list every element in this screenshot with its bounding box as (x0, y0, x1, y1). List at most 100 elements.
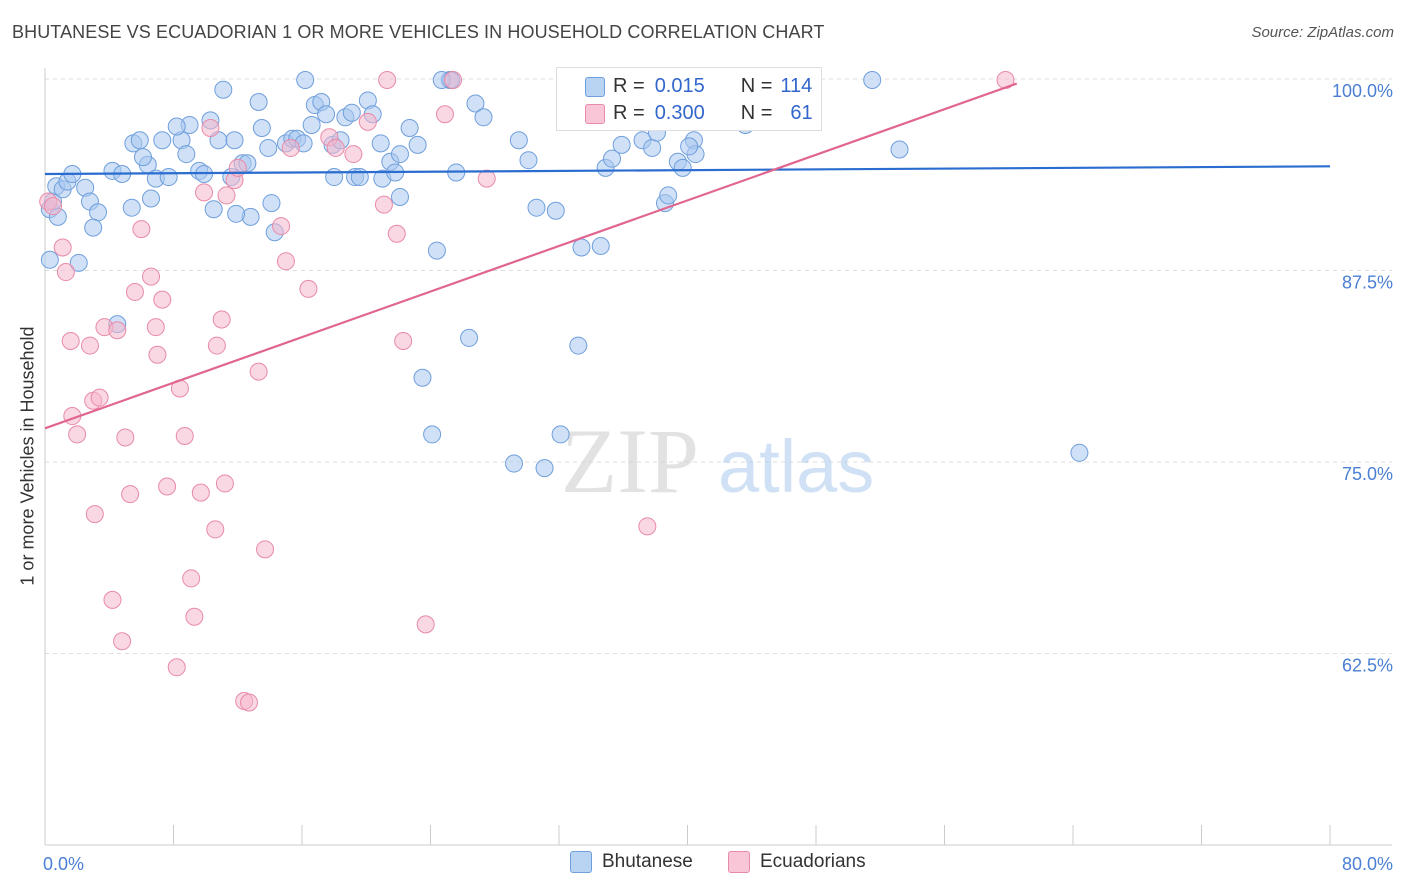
trendline-ecuadorians (44, 82, 1018, 430)
legend-r-label: R = (613, 101, 645, 124)
point-ecuadorian (90, 388, 109, 407)
point-bhutanese (227, 204, 246, 223)
point-bhutanese (371, 134, 390, 153)
point-ecuadorian (378, 71, 397, 89)
point-ecuadorian (113, 632, 132, 651)
y-axis-label: 1 or more Vehicles in Household (17, 326, 38, 586)
legend-row-ecuadorians: R = 0.300 N = 61 (613, 100, 813, 126)
point-bhutanese (527, 198, 546, 217)
legend-swatch-ecuadorians (585, 104, 605, 124)
point-bhutanese (519, 151, 538, 170)
point-bhutanese (133, 148, 152, 167)
point-bhutanese (390, 187, 409, 206)
point-bhutanese (460, 328, 479, 347)
watermark-atlas: atlas (718, 425, 874, 508)
point-ecuadorian (387, 224, 406, 243)
legend-label: Ecuadorians (760, 851, 866, 872)
point-bhutanese (259, 138, 278, 157)
point-bhutanese (40, 250, 59, 269)
point-bhutanese (413, 368, 432, 387)
point-ecuadorian (435, 105, 454, 124)
point-ecuadorian (125, 282, 144, 301)
point-ecuadorian (249, 362, 268, 381)
point-ecuadorian (217, 186, 236, 205)
y-tick-label: 62.5% (1342, 656, 1393, 676)
point-bhutanese (863, 71, 882, 89)
point-ecuadorian (148, 345, 167, 364)
legend-row-bhutanese: R = 0.015 N = 114 (613, 73, 812, 99)
point-bhutanese (603, 149, 622, 168)
point-ecuadorian (195, 183, 214, 202)
point-bhutanese (890, 140, 909, 159)
legend-swatch (570, 851, 592, 873)
point-ecuadorian (344, 145, 363, 164)
point-ecuadorian (239, 693, 258, 712)
point-bhutanese (153, 131, 172, 150)
legend-r-value: 0.015 (654, 74, 705, 97)
point-ecuadorian (44, 197, 63, 216)
point-bhutanese (214, 80, 233, 99)
point-bhutanese (643, 138, 662, 157)
point-ecuadorian (212, 310, 231, 329)
point-ecuadorian (374, 195, 393, 214)
legend-n-label: N = (740, 101, 773, 124)
point-ecuadorian (175, 426, 194, 445)
point-bhutanese (249, 92, 268, 111)
grid-layer (45, 78, 1392, 654)
points-layer (39, 71, 1089, 712)
point-bhutanese (296, 71, 315, 89)
x-tick-label: 0.0% (43, 854, 84, 874)
point-bhutanese (591, 236, 610, 255)
point-ecuadorian (326, 138, 345, 157)
point-ecuadorian (185, 607, 204, 626)
legend-r-label: R = (613, 74, 645, 97)
point-ecuadorian (116, 428, 135, 447)
point-ecuadorian (394, 331, 413, 350)
point-ecuadorian (207, 336, 226, 355)
point-bhutanese (466, 94, 485, 113)
point-ecuadorian (416, 615, 435, 634)
point-ecuadorian (182, 569, 201, 588)
point-ecuadorian (215, 474, 234, 493)
point-bhutanese (1070, 443, 1089, 462)
point-ecuadorian (638, 517, 657, 536)
point-ecuadorian (61, 331, 80, 350)
point-bhutanese (390, 145, 409, 164)
watermark: ZIP atlas (561, 410, 874, 512)
point-bhutanese (130, 131, 149, 150)
legend-r-value: 0.300 (654, 101, 705, 124)
point-bhutanese (659, 186, 678, 205)
trend-layer (44, 82, 1331, 430)
point-bhutanese (167, 117, 186, 136)
point-ecuadorian (158, 477, 177, 496)
point-bhutanese (474, 108, 493, 127)
point-bhutanese (342, 103, 361, 122)
point-bhutanese (122, 198, 141, 217)
legend-swatch (728, 851, 750, 873)
point-bhutanese (408, 135, 427, 154)
point-ecuadorian (201, 119, 220, 138)
point-bhutanese (569, 336, 588, 355)
point-bhutanese (89, 203, 108, 222)
point-bhutanese (84, 218, 103, 237)
legend-n-label: N = (740, 74, 773, 97)
legend-swatch-bhutanese (585, 77, 605, 97)
point-ecuadorian (108, 321, 127, 340)
tick-label-layer: 62.5% 75.0% 87.5% 100.0% 0.0% 80.0% (43, 81, 1393, 874)
point-bhutanese (204, 200, 223, 219)
point-bhutanese (159, 168, 178, 187)
point-bhutanese (572, 238, 591, 257)
chart-title: BHUTANESE VS ECUADORIAN 1 OR MORE VEHICL… (12, 22, 825, 42)
point-ecuadorian (68, 425, 87, 444)
point-ecuadorian (256, 540, 275, 559)
y-tick-label: 75.0% (1342, 464, 1393, 484)
point-bhutanese (505, 454, 524, 473)
y-tick-label: 87.5% (1342, 273, 1393, 293)
point-ecuadorian (153, 290, 172, 309)
point-bhutanese (680, 137, 699, 156)
y-tick-label: 100.0% (1332, 81, 1393, 101)
trendline-bhutanese (44, 165, 1331, 176)
legend-item-ecuadorians: Ecuadorians (728, 851, 866, 873)
point-ecuadorian (142, 267, 161, 286)
point-bhutanese (325, 168, 344, 187)
